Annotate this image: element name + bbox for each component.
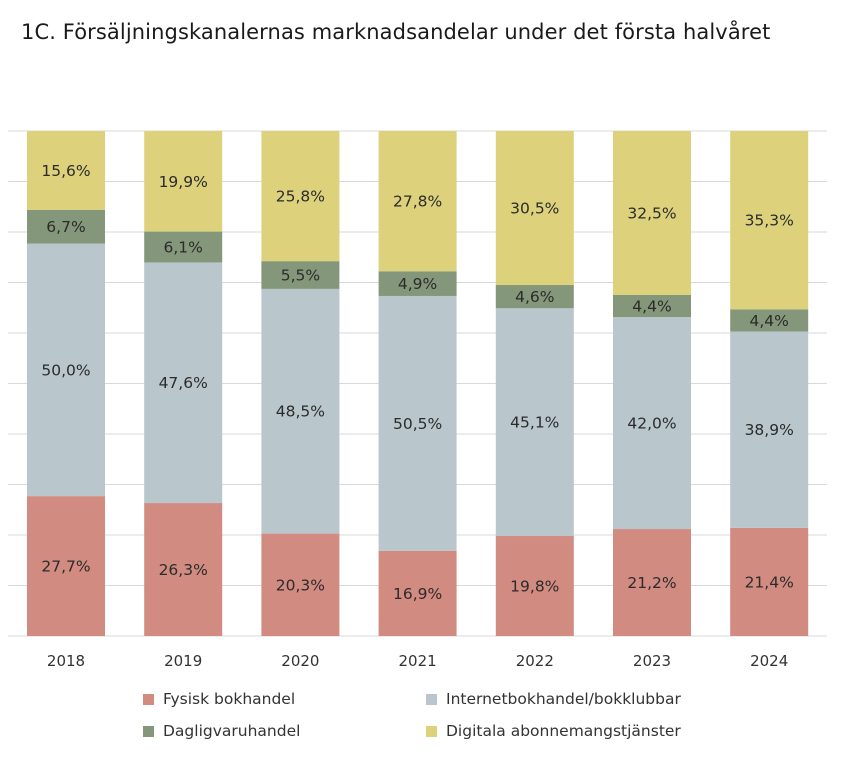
data-label: 4,4%: [632, 298, 671, 316]
bar-segment-2018-4: [27, 131, 105, 210]
data-label: 50,0%: [41, 361, 90, 379]
legend-swatch: [426, 725, 437, 737]
data-label: 26,3%: [159, 561, 208, 579]
bar-segment-2023-4: [613, 131, 691, 295]
data-label: 21,2%: [627, 574, 676, 592]
legend-item: Fysisk bokhandel: [143, 690, 295, 708]
bar-segment-2020-3: [261, 261, 340, 289]
bar-segment-2021-1: [378, 550, 457, 636]
bar-segment-2018-3: [27, 209, 105, 244]
bar-segment-2024-1: [730, 527, 809, 636]
bar-segment-2022-4: [495, 131, 574, 286]
data-label: 4,4%: [750, 312, 789, 330]
bar-segment-2022-1: [495, 536, 574, 636]
bar-segment-2019-4: [144, 131, 223, 232]
bars: 27,7% 50,0% 6,7% 15,6% 2018 26,3% 47,6% 6,1% 19,…: [27, 131, 809, 670]
bar-segment-2021-2: [378, 295, 457, 551]
chart-title: 1C. Försäljningskanalernas marknadsandel…: [21, 20, 771, 44]
legend-swatch: [143, 725, 154, 737]
x-tick-label: 2023: [633, 652, 671, 670]
data-label: 27,8%: [393, 193, 442, 211]
data-label: 21,4%: [745, 573, 794, 591]
bar-segment-2022-2: [495, 308, 574, 537]
data-label: 4,9%: [398, 275, 437, 293]
data-label: 47,6%: [159, 374, 208, 392]
data-label: 5,5%: [281, 267, 320, 285]
x-tick-label: 2018: [47, 652, 85, 670]
data-label: 25,8%: [276, 188, 325, 206]
bar-segment-2021-3: [378, 271, 457, 296]
legend-label: Digitala abonnemangstjänster: [446, 722, 681, 740]
x-tick-label: 2024: [750, 652, 788, 670]
data-label: 50,5%: [393, 415, 442, 433]
data-label: 16,9%: [393, 585, 442, 603]
bar-segment-2019-3: [144, 231, 223, 263]
bar-segment-2021-4: [378, 131, 457, 272]
x-tick-label: 2021: [399, 652, 437, 670]
legend-item: Internetbokhandel/bokklubbar: [426, 690, 681, 708]
x-tick-label: 2020: [281, 652, 319, 670]
data-label: 42,0%: [627, 415, 676, 433]
data-label: 20,3%: [276, 576, 325, 594]
legend-item: Dagligvaruhandel: [143, 722, 300, 740]
bar-segment-2023-2: [613, 317, 691, 530]
bar-segment-2023-1: [613, 529, 691, 636]
bar-segment-2020-2: [261, 288, 340, 534]
legend-swatch: [426, 693, 437, 705]
legend-item: Digitala abonnemangstjänster: [426, 722, 681, 740]
data-label: 27,7%: [41, 558, 90, 576]
bar-segment-2023-3: [613, 294, 691, 318]
bar-segment-2024-2: [730, 331, 809, 528]
bar-segment-2019-1: [144, 503, 223, 636]
legend-label: Fysisk bokhandel: [163, 690, 296, 708]
bar-segment-2024-4: [730, 131, 809, 310]
data-label: 4,6%: [515, 288, 554, 306]
bar-segment-2019-2: [144, 262, 223, 504]
legend-label: Internetbokhandel/bokklubbar: [446, 690, 681, 708]
data-label: 19,9%: [159, 173, 208, 191]
bar-segment-2022-3: [495, 285, 574, 309]
bar-segment-2024-3: [730, 309, 809, 332]
legend-label: Dagligvaruhandel: [163, 722, 301, 740]
x-tick-label: 2022: [516, 652, 554, 670]
data-label: 38,9%: [745, 421, 794, 439]
data-label: 6,1%: [164, 239, 203, 257]
data-label: 30,5%: [510, 200, 559, 218]
data-label: 32,5%: [627, 204, 676, 222]
data-label: 35,3%: [745, 212, 794, 230]
data-label: 48,5%: [276, 403, 325, 421]
data-label: 6,7%: [46, 218, 85, 236]
bar-segment-2018-2: [27, 243, 105, 497]
bar-segment-2020-4: [261, 131, 340, 262]
x-tick-label: 2019: [164, 652, 202, 670]
data-label: 45,1%: [510, 414, 559, 432]
data-label: 19,8%: [510, 578, 559, 596]
data-label: 15,6%: [41, 162, 90, 180]
bar-segment-2020-1: [261, 533, 340, 636]
bar-segment-2018-1: [27, 496, 105, 636]
legend-swatch: [143, 693, 154, 705]
